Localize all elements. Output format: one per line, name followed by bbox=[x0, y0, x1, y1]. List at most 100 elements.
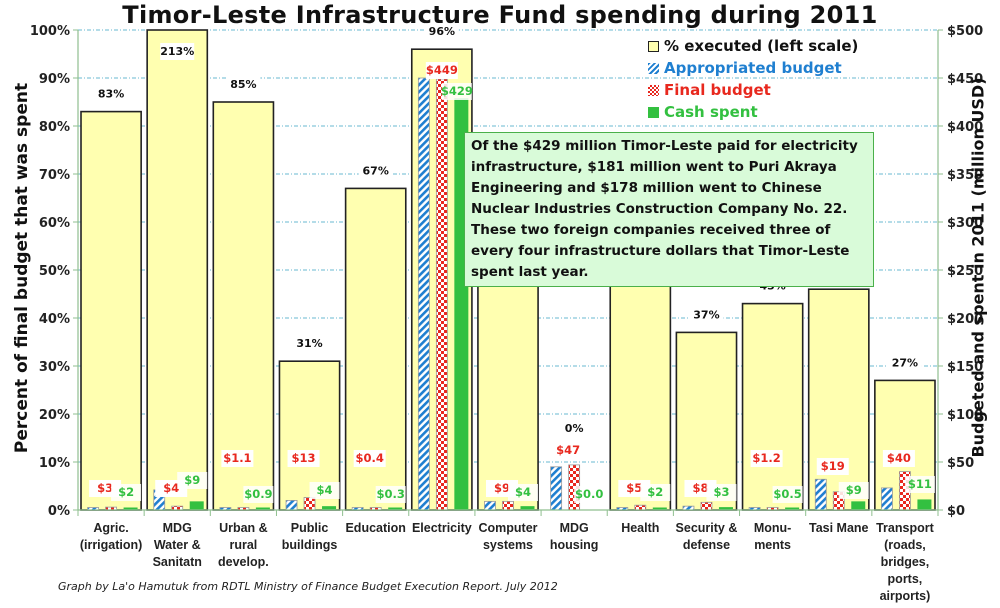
appropriated-bar bbox=[285, 499, 298, 511]
cash-label-bg bbox=[574, 486, 605, 503]
cash-label: $9 bbox=[184, 473, 200, 487]
cash-label: $9 bbox=[846, 483, 862, 497]
y-tick-label-left: 20% bbox=[39, 408, 70, 423]
percent-label: 37% bbox=[693, 308, 719, 321]
x-tick-label: Electricity bbox=[412, 521, 472, 535]
y-tick-label-left: 40% bbox=[39, 312, 70, 327]
y-tick-label-right: $50 bbox=[947, 456, 974, 471]
percent-bar bbox=[146, 29, 209, 511]
legend-swatch-green bbox=[648, 106, 659, 118]
cash-spent-bar bbox=[388, 507, 403, 510]
percent-bar bbox=[741, 302, 804, 511]
y-tick-label-left: 0% bbox=[48, 504, 70, 519]
cash-spent-bar bbox=[718, 507, 733, 510]
final-budget-label: $0.4 bbox=[356, 451, 384, 465]
y-tick-label-left: 60% bbox=[39, 216, 70, 231]
cash-label-bg bbox=[772, 486, 803, 503]
legend-label: Cash spent bbox=[664, 103, 758, 121]
percent-bar bbox=[807, 288, 870, 511]
appropriated-bar bbox=[881, 487, 893, 511]
final-budget-label: $1.2 bbox=[752, 451, 780, 465]
y-tick-label-right: $250 bbox=[947, 264, 983, 279]
final-budget-label: $19 bbox=[821, 459, 845, 473]
y-tick-label-left: 70% bbox=[39, 168, 70, 183]
legend-swatch-checker bbox=[648, 84, 659, 96]
final-budget-label: $449 bbox=[426, 63, 458, 77]
percent-label: 96% bbox=[429, 25, 455, 38]
final-budget-bar bbox=[502, 500, 514, 511]
x-tick-label: Sanitatn bbox=[153, 555, 202, 569]
cash-label-bg bbox=[706, 484, 737, 501]
percent-label-bg bbox=[94, 85, 129, 103]
cash-label: $4 bbox=[317, 483, 333, 497]
x-tick-label: rural bbox=[229, 538, 257, 552]
x-tick-label: defense bbox=[683, 538, 730, 552]
percent-label: 213% bbox=[160, 45, 194, 58]
percent-bar bbox=[212, 101, 275, 511]
cash-spent-bar bbox=[917, 499, 932, 510]
x-tick-label: Monu- bbox=[754, 521, 791, 535]
cash-label-bg bbox=[904, 476, 935, 493]
final-budget-bar bbox=[435, 78, 448, 511]
percent-label: 83% bbox=[98, 88, 124, 101]
final-budget-bar bbox=[634, 504, 647, 511]
cash-label: $11 bbox=[908, 477, 932, 491]
final-budget-label: $47 bbox=[556, 443, 580, 457]
x-tick-label: airports) bbox=[880, 589, 931, 603]
final-budget-label-bg bbox=[816, 458, 849, 475]
axes: 0% 10% 20% 30% 40% 50% 60% 70% 80% 90% 100% $0 $50 $1… bbox=[30, 24, 983, 519]
cash-label-bg bbox=[177, 472, 208, 489]
percent-label: 27% bbox=[892, 356, 918, 369]
cash-label: $3 bbox=[713, 485, 729, 499]
x-tick-label: Tasi Mane bbox=[809, 521, 869, 535]
percent-bar bbox=[80, 110, 142, 511]
appropriated-bar bbox=[417, 77, 430, 511]
x-tick-label: MDG bbox=[163, 521, 192, 535]
percent-bar bbox=[477, 283, 539, 511]
percent-label: 67% bbox=[363, 164, 389, 177]
percent-label-bg bbox=[689, 306, 724, 324]
legend-item-appropriated: Appropriated budget bbox=[648, 57, 858, 79]
y-tick-label-left: 100% bbox=[30, 24, 70, 39]
final-budget-label: $8 bbox=[692, 481, 708, 495]
cash-spent-bar bbox=[785, 507, 800, 510]
x-tick-label: Health bbox=[621, 521, 659, 535]
y-tick-label-left: 90% bbox=[39, 72, 70, 87]
footer-credit: Graph by La'o Hamutuk from RDTL Ministry… bbox=[58, 580, 558, 593]
y-tick-label-right: $300 bbox=[947, 216, 983, 231]
x-tick-label: Transport bbox=[876, 521, 934, 535]
final-budget-bar bbox=[303, 497, 316, 511]
cash-spent-bar bbox=[851, 501, 866, 510]
cash-spent-bar bbox=[123, 507, 138, 510]
cash-label: $0.5 bbox=[773, 487, 801, 501]
appropriated-bar bbox=[550, 466, 563, 511]
cash-spent-bar bbox=[255, 507, 270, 510]
final-budget-label: $9 bbox=[494, 481, 510, 495]
cash-label: $429 bbox=[441, 84, 473, 98]
percent-label-bg bbox=[557, 419, 592, 437]
final-budget-label-bg bbox=[750, 450, 783, 467]
appropriated-bar bbox=[484, 500, 496, 511]
y-tick-label-left: 50% bbox=[39, 264, 70, 279]
final-budget-label: $1.1 bbox=[223, 451, 251, 465]
cash-label-bg bbox=[508, 484, 538, 501]
x-tick-label: systems bbox=[483, 538, 533, 552]
cash-label: $2 bbox=[647, 485, 663, 499]
final-budget-label: $13 bbox=[292, 451, 316, 465]
cash-spent-bar bbox=[322, 506, 337, 510]
x-tick-label: housing bbox=[550, 538, 599, 552]
chart-title: Timor-Leste Infrastructure Fund spending… bbox=[122, 1, 878, 29]
final-budget-label: $40 bbox=[887, 451, 911, 465]
cash-label-bg bbox=[309, 482, 340, 499]
y-axis-right-label: Budgeted and spent in 2011 (million USD) bbox=[968, 77, 988, 458]
cash-spent-bar bbox=[520, 506, 535, 510]
percent-label-bg bbox=[160, 43, 195, 60]
x-tick-label: MDG bbox=[560, 521, 589, 535]
x-tick-label: Computer bbox=[478, 521, 537, 535]
x-tick-labels: Agric. (irrigation) MDG Water & Sanitatn Urba… bbox=[80, 521, 935, 603]
x-tick-label: Urban & bbox=[219, 521, 268, 535]
x-tick-label: Education bbox=[345, 521, 405, 535]
final-budget-bar bbox=[700, 501, 713, 511]
legend-swatch-yellow bbox=[648, 40, 659, 52]
cash-label: $0.3 bbox=[377, 487, 405, 501]
